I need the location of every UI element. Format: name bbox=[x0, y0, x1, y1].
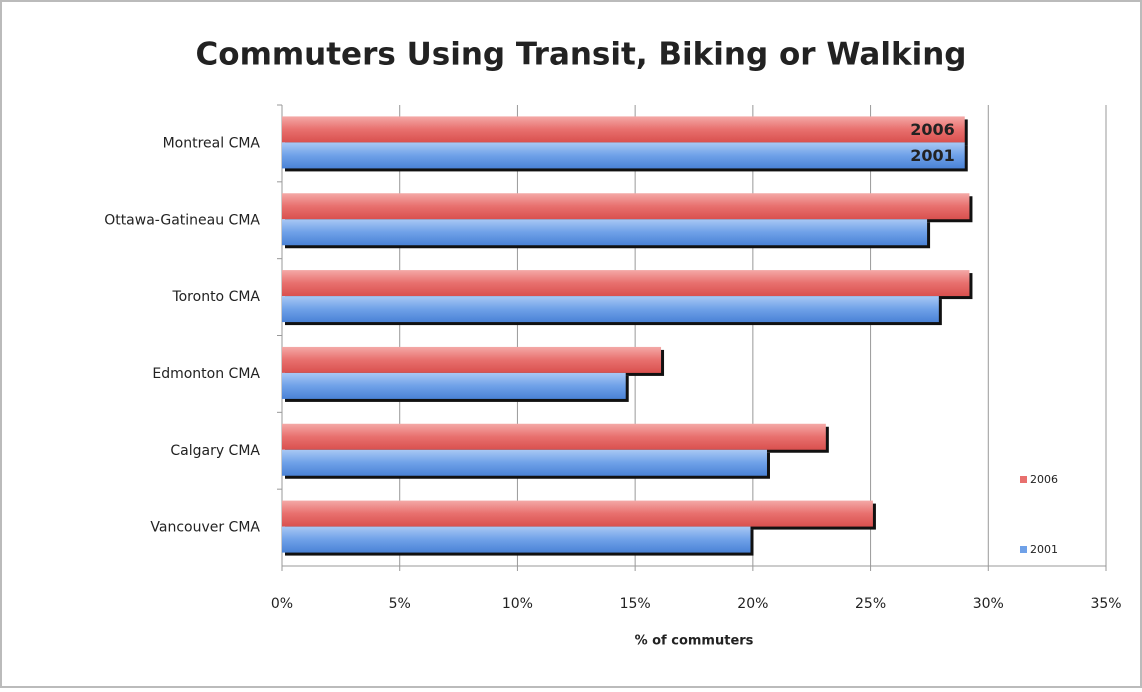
y-tick-label: Ottawa-Gatineau CMA bbox=[104, 212, 260, 228]
y-tick-label: Vancouver CMA bbox=[150, 520, 260, 536]
bar bbox=[282, 346, 662, 373]
bar-series-label: 2006 bbox=[910, 120, 955, 139]
legend-swatch bbox=[1020, 476, 1027, 483]
x-tick-label: 0% bbox=[271, 596, 293, 612]
x-tick-label: 15% bbox=[620, 596, 651, 612]
y-tick-label: Calgary CMA bbox=[170, 443, 260, 459]
bar bbox=[282, 500, 873, 527]
chart-title: Commuters Using Transit, Biking or Walki… bbox=[196, 37, 967, 73]
x-tick-label: 20% bbox=[737, 596, 768, 612]
x-tick-label: 5% bbox=[389, 596, 411, 612]
x-tick-label: 35% bbox=[1090, 596, 1121, 612]
bar bbox=[282, 449, 767, 476]
bar bbox=[282, 296, 939, 323]
bar bbox=[282, 526, 751, 553]
y-tick-label: Edmonton CMA bbox=[152, 366, 260, 382]
legend-swatch bbox=[1020, 546, 1027, 553]
x-axis-label: % of commuters bbox=[635, 634, 754, 649]
legend-label: 2006 bbox=[1030, 473, 1058, 486]
bar bbox=[282, 142, 965, 169]
bar bbox=[282, 270, 970, 297]
bar-series-label: 2001 bbox=[910, 146, 955, 165]
bar bbox=[282, 372, 626, 399]
legend-label: 2001 bbox=[1030, 543, 1058, 556]
x-tick-label: 10% bbox=[502, 596, 533, 612]
bar bbox=[282, 116, 965, 143]
x-tick-label: 30% bbox=[973, 596, 1004, 612]
y-tick-label: Toronto CMA bbox=[171, 289, 260, 305]
bar bbox=[282, 219, 928, 246]
bar bbox=[282, 193, 970, 220]
x-tick-label: 25% bbox=[855, 596, 886, 612]
bar bbox=[282, 423, 826, 450]
y-tick-label: Montreal CMA bbox=[163, 135, 261, 151]
